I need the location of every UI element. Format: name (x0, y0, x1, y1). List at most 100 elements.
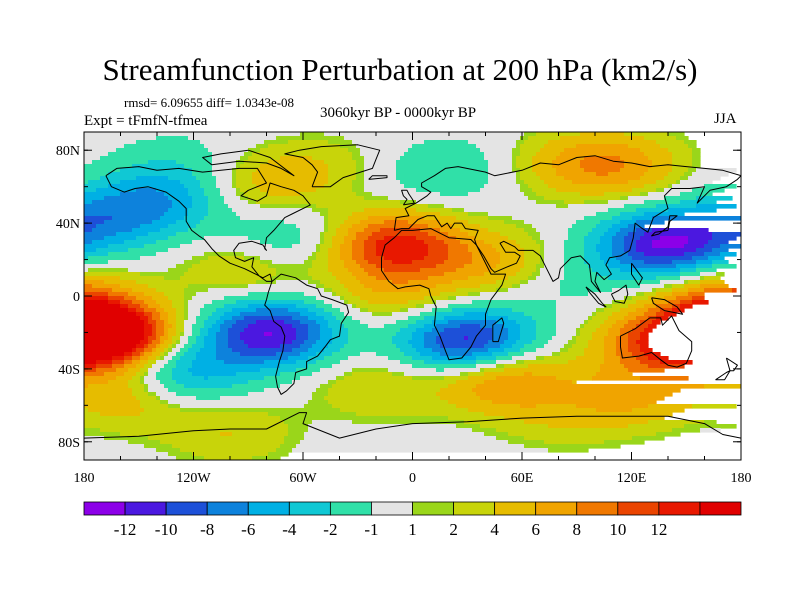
contour-cell (548, 184, 645, 189)
contour-cell (188, 304, 205, 309)
contour-cell (356, 412, 485, 417)
contour-cell (364, 188, 417, 193)
contour-cell (196, 340, 205, 345)
colorbar-swatch (535, 501, 578, 516)
contour-cell (84, 272, 141, 277)
contour-cell (572, 380, 577, 385)
contour-cell (156, 336, 161, 341)
contour-cell (364, 172, 397, 177)
contour-cell (516, 272, 533, 277)
contour-cell (84, 140, 137, 145)
contour-cell (124, 240, 157, 245)
contour-cell (524, 360, 569, 365)
contour-cell (536, 356, 545, 361)
contour-cell (204, 192, 221, 197)
colorbar-swatch (288, 501, 331, 516)
contour-cell (308, 428, 473, 433)
contour-cell (296, 328, 309, 333)
contour-cell (84, 372, 105, 377)
contour-cell (604, 260, 621, 265)
contour-cell (556, 172, 597, 177)
contour-cell (208, 332, 217, 337)
contour-cell (304, 292, 333, 297)
contour-cell (524, 312, 557, 317)
contour-cell (544, 264, 565, 269)
contour-cell (628, 340, 637, 345)
contour-cell (156, 288, 185, 293)
contour-cell (632, 264, 677, 269)
contour-cell (244, 252, 313, 257)
contour-cell (504, 220, 525, 225)
contour-cell (148, 340, 153, 345)
contour-cell (288, 432, 305, 437)
contour-cell (692, 152, 701, 157)
contour-cell (220, 432, 233, 437)
contour-cell (368, 224, 429, 229)
contour-cell (92, 284, 121, 289)
contour-cell (120, 432, 221, 437)
contour-cell (240, 336, 297, 341)
contour-cell (528, 232, 541, 237)
contour-cell (680, 272, 701, 277)
contour-cell (192, 240, 261, 245)
contour-cell (496, 376, 557, 381)
contour-cell (356, 192, 373, 197)
contour-cell (372, 312, 393, 317)
contour-cell (292, 324, 309, 329)
contour-cell (256, 308, 289, 313)
coastline (202, 149, 295, 177)
contour-cell (160, 340, 165, 345)
contour-cell (480, 368, 485, 373)
contour-cell (144, 332, 153, 337)
contour-cell (200, 312, 213, 317)
contour-cell (496, 356, 513, 361)
contour-cell (140, 340, 149, 345)
contour-cell (164, 352, 169, 357)
contour-cell (308, 356, 325, 361)
contour-cell (308, 316, 325, 321)
contour-cell (564, 200, 585, 205)
contour-cell (696, 264, 713, 269)
contour-cell (328, 324, 345, 329)
contour-cell (144, 300, 157, 305)
contour-cell (392, 340, 409, 345)
contour-cell (628, 232, 645, 237)
contour-cell (156, 448, 181, 453)
contour-cell (524, 372, 533, 377)
contour-cell (84, 208, 169, 213)
contour-cell (128, 384, 145, 389)
contour-cell (672, 168, 689, 173)
contour-cell (188, 192, 205, 197)
contour-cell (240, 312, 301, 317)
contour-cell (700, 284, 729, 289)
contour-cell (140, 316, 149, 321)
contour-cell (212, 156, 241, 161)
contour-cell (348, 336, 393, 341)
contour-cell (300, 232, 321, 237)
colorbar-label: 10 (609, 520, 626, 539)
contour-cell (84, 452, 169, 457)
contour-cell (160, 380, 177, 385)
contour-cell (636, 324, 649, 329)
contour-cell (644, 260, 673, 265)
contour-cell (344, 296, 361, 301)
contour-cell (612, 288, 653, 293)
contour-cell (312, 260, 329, 265)
contour-cell (320, 328, 333, 333)
contour-cell (88, 268, 129, 273)
contour-cell (392, 312, 421, 317)
contour-cell (536, 404, 577, 409)
contour-cell (176, 360, 193, 365)
contour-cell (164, 332, 169, 337)
contour-cell (280, 384, 321, 389)
contour-cell (440, 332, 493, 337)
contour-cell (308, 400, 329, 405)
y-tick-label: 40N (56, 217, 80, 232)
contour-cell (556, 316, 589, 321)
contour-cell (628, 304, 645, 309)
contour-cell (252, 152, 353, 157)
colorbar-label: 4 (490, 520, 499, 539)
contour-cell (472, 388, 681, 393)
contour-cell (320, 384, 333, 389)
contour-cell (680, 276, 701, 281)
